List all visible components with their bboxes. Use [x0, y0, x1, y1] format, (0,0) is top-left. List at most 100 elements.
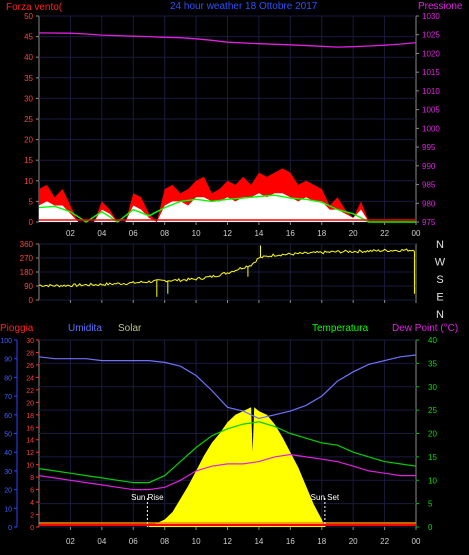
x-tick-label: 12: [223, 229, 232, 238]
x-tick-label: 14: [254, 537, 263, 546]
humidity-line: [38, 354, 417, 420]
x-tick-label: 20: [349, 537, 358, 546]
y-left-tick-label: 40: [24, 53, 33, 62]
x-tick-label: 06: [129, 229, 138, 238]
compass-label: S: [436, 274, 443, 286]
rain-tick-label: 4: [30, 500, 34, 507]
y-right-tick-label: 1005: [422, 106, 440, 115]
rain-tick-label: 24: [26, 375, 34, 382]
humidity-tick-label: 0: [8, 525, 12, 532]
y-tick-label: 90: [24, 282, 33, 291]
right-series-label: Dew Point (°C): [392, 323, 458, 334]
x-tick-label: 08: [160, 229, 169, 238]
wind-average-line: [38, 194, 416, 223]
y-right-tick-label: 975: [422, 218, 436, 227]
y-left-tick-label: 30: [24, 94, 33, 103]
temp-tick-label: 30: [428, 383, 437, 392]
rain-tick-label: 22: [26, 388, 34, 395]
y-left-tick-label: 15: [24, 156, 33, 165]
x-tick-label: 22: [380, 229, 389, 238]
compass-label: N: [436, 239, 444, 251]
rain-tick-label: 0: [30, 525, 34, 532]
left-series-label: Solar: [118, 323, 142, 334]
rain-tick-label: 8: [30, 475, 34, 482]
humidity-tick-label: 50: [4, 432, 12, 439]
temp-tick-label: 10: [428, 476, 437, 485]
humidity-tick-label: 40: [4, 450, 12, 457]
y-right-tick-label: 980: [422, 199, 436, 208]
y-left-tick-label: 35: [24, 74, 33, 83]
y-left-tick-label: 25: [24, 115, 33, 124]
x-tick-label: 20: [349, 229, 358, 238]
rain-tick-label: 20: [26, 400, 34, 407]
wind-pressure-panel: 0510152025303540455097598098599099510001…: [6, 1, 463, 238]
x-tick-label: 16: [286, 537, 295, 546]
y-right-axis-label: Pressione: [418, 1, 463, 12]
y-left-axis-label: Forza vento(: [6, 2, 63, 13]
y-left-tick-label: 20: [24, 136, 33, 145]
x-tick-label: 10: [192, 229, 201, 238]
x-tick-label: 18: [317, 229, 326, 238]
sunrise-label: Sun Rise: [131, 493, 164, 502]
x-tick-label: 06: [129, 537, 138, 546]
wind-area: [39, 193, 416, 222]
humidity-tick-label: 100: [0, 338, 12, 345]
temperature-line: [38, 421, 417, 484]
x-tick-label: 04: [97, 537, 106, 546]
y-tick-label: 360: [20, 240, 34, 249]
humidity-tick-label: 80: [4, 375, 12, 382]
rain-tick-label: 10: [26, 463, 34, 470]
dew-point-line: [38, 453, 416, 491]
solar-area: [147, 407, 325, 527]
rain-tick-label: 26: [26, 363, 34, 370]
temp-tick-label: 25: [428, 406, 437, 415]
temp-tick-label: 5: [428, 500, 433, 509]
y-left-tick-label: 5: [29, 197, 34, 206]
y-right-tick-label: 995: [422, 143, 436, 152]
x-tick-label: 12: [223, 537, 232, 546]
compass-label: W: [435, 257, 446, 269]
y-right-tick-label: 985: [422, 181, 436, 190]
y-tick-label: 180: [20, 268, 34, 277]
y-right-tick-label: 1020: [422, 49, 440, 58]
y-left-tick-label: 10: [24, 177, 33, 186]
left-series-label: Umidita: [68, 323, 102, 334]
humidity-tick-label: 30: [4, 469, 12, 476]
y-right-tick-label: 1030: [422, 12, 440, 21]
temp-tick-label: 0: [428, 523, 433, 532]
y-left-tick-label: 45: [24, 33, 33, 42]
x-tick-label: 10: [192, 537, 201, 546]
rain-tick-label: 28: [26, 350, 34, 357]
humidity-tick-label: 20: [4, 488, 12, 495]
humidity-tick-label: 60: [4, 413, 12, 420]
y-left-tick-label: 0: [29, 218, 34, 227]
y-right-tick-label: 1015: [422, 68, 440, 77]
y-left-tick-label: 50: [24, 12, 33, 21]
x-tick-label: 00: [412, 229, 421, 238]
humidity-tick-label: 70: [4, 394, 12, 401]
x-tick-label: 08: [160, 537, 169, 546]
y-right-tick-label: 1010: [422, 87, 440, 96]
rain-tick-label: 18: [26, 413, 34, 420]
x-tick-label: 14: [254, 229, 263, 238]
y-tick-label: 0: [29, 296, 34, 305]
y-tick-label: 270: [20, 254, 34, 263]
temp-tick-label: 20: [428, 430, 437, 439]
x-tick-label: 22: [380, 537, 389, 546]
rain-tick-label: 12: [26, 450, 34, 457]
weather-panel: 0102030405060708090100024681012141618202…: [0, 323, 458, 546]
rain-tick-label: 14: [26, 438, 34, 445]
y-right-tick-label: 990: [422, 162, 436, 171]
rain-tick-label: 30: [26, 338, 34, 345]
right-series-label: Temperatura: [312, 323, 369, 334]
temp-tick-label: 40: [428, 336, 437, 345]
sunset-label: Sun Set: [311, 493, 340, 502]
rain-tick-label: 2: [30, 513, 34, 520]
y-right-tick-label: 1025: [422, 31, 440, 40]
x-tick-label: 04: [97, 229, 106, 238]
x-tick-label: 18: [317, 537, 326, 546]
compass-label: N: [436, 309, 444, 321]
rain-tick-label: 16: [26, 425, 34, 432]
x-tick-label: 16: [286, 229, 295, 238]
